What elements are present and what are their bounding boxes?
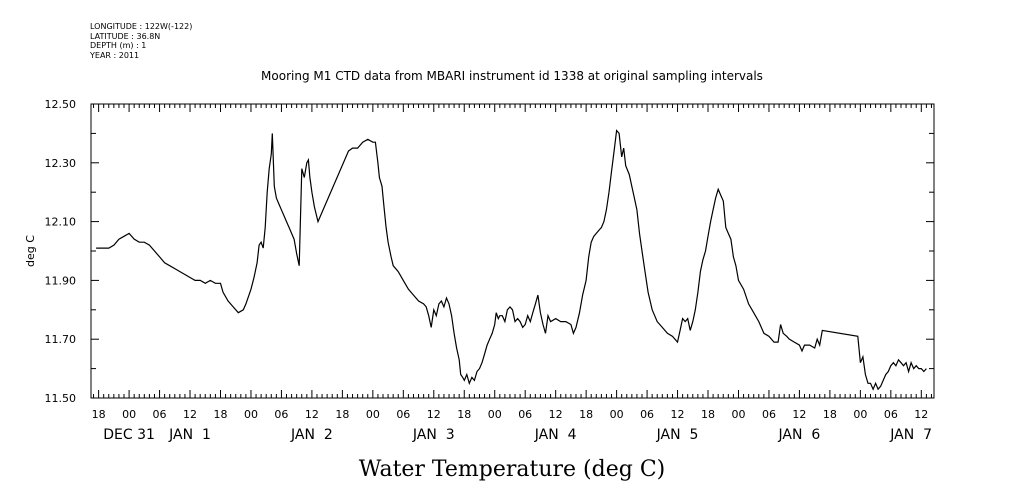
y-tick-label: 11.50 xyxy=(45,392,77,405)
y-tick-label: 12.10 xyxy=(45,216,77,229)
x-hour-label: 00 xyxy=(488,408,502,421)
y-tick-label: 12.50 xyxy=(45,98,77,111)
x-hour-label: 18 xyxy=(457,408,471,421)
y-tick-label: 11.70 xyxy=(45,333,77,346)
x-hour-label: 00 xyxy=(853,408,867,421)
x-hour-label: 18 xyxy=(579,408,593,421)
x-hour-label: 18 xyxy=(92,408,106,421)
longitude-label: LONGITUDE : 122W(-122) xyxy=(90,22,193,31)
x-hour-label: 18 xyxy=(335,408,349,421)
x-hour-label: 12 xyxy=(792,408,806,421)
chart-title: Mooring M1 CTD data from MBARI instrumen… xyxy=(261,69,763,83)
header-metadata: LONGITUDE : 122W(-122) LATITUDE : 36.8N … xyxy=(90,22,192,60)
depth-label: DEPTH (m) : 1 xyxy=(90,41,147,50)
x-hour-label: 12 xyxy=(305,408,319,421)
x-day-label: JAN 7 xyxy=(889,427,932,443)
year-label: YEAR : 2011 xyxy=(90,50,140,60)
x-axis: 18 00 06 12 18 00 06 12 18 00 06 12 18 00 06 12 18 00 06 12… xyxy=(92,104,932,443)
x-hour-label: 00 xyxy=(122,408,136,421)
x-hour-label: 06 xyxy=(762,408,776,421)
x-hour-label: 00 xyxy=(244,408,258,421)
x-hour-label: 00 xyxy=(366,408,380,421)
x-axis-label: Water Temperature (deg C) xyxy=(359,457,666,482)
x-hour-label: 18 xyxy=(701,408,715,421)
x-hour-label: 06 xyxy=(274,408,288,421)
plot-frame xyxy=(90,103,935,399)
x-hour-label: 18 xyxy=(823,408,837,421)
x-hour-label: 06 xyxy=(518,408,532,421)
y-axis: 11.50 11.70 11.90 12.10 12.30 12.50 xyxy=(45,98,934,405)
x-day-label: DEC 31 xyxy=(103,427,155,443)
x-hour-label: 00 xyxy=(731,408,745,421)
x-hour-label: 06 xyxy=(884,408,898,421)
x-day-label: JAN 3 xyxy=(412,427,455,443)
x-hour-label: 12 xyxy=(671,408,685,421)
x-day-label: JAN 1 xyxy=(168,427,211,443)
x-hour-label: 12 xyxy=(427,408,441,421)
x-hour-label: 12 xyxy=(183,408,197,421)
x-day-label: JAN 2 xyxy=(290,427,333,443)
x-hour-label: 12 xyxy=(549,408,563,421)
y-tick-label: 12.30 xyxy=(45,157,77,170)
x-day-label: JAN 4 xyxy=(534,427,577,443)
x-day-label: JAN 5 xyxy=(656,427,699,443)
x-hour-label: 06 xyxy=(640,408,654,421)
x-hour-label: 00 xyxy=(610,408,624,421)
latitude-label: LATITUDE : 36.8N xyxy=(90,31,161,41)
y-axis-label: deg C xyxy=(24,235,37,267)
x-hour-label: 06 xyxy=(153,408,167,421)
x-day-label: JAN 6 xyxy=(778,427,821,443)
x-hour-label: 06 xyxy=(396,408,410,421)
water-temperature-series-line xyxy=(96,129,927,391)
y-tick-label: 11.90 xyxy=(45,274,77,287)
x-hour-label: 12 xyxy=(914,408,928,421)
x-hour-label: 18 xyxy=(213,408,227,421)
